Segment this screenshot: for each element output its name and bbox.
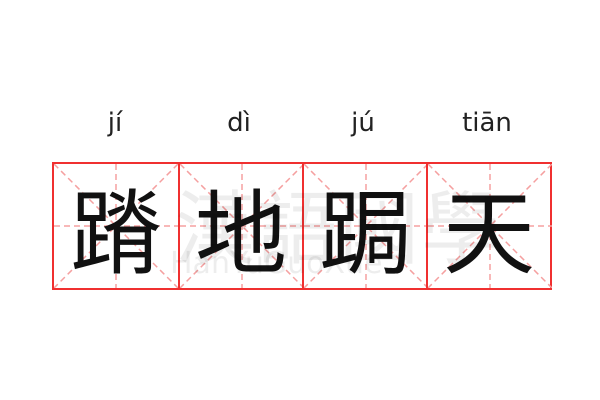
pinyin-3: jú [351,108,375,138]
character-cell: 蹐 [54,164,178,288]
pinyin-4: tiān [462,108,512,138]
character: 跼 [318,180,411,288]
character: 天 [442,180,535,288]
character-cell: 天 [426,164,552,288]
character: 蹐 [69,180,162,288]
character-cell: 地 [178,164,304,288]
guide-lines [54,164,178,288]
character: 地 [194,180,287,288]
guide-lines [180,164,304,288]
pinyin-2: dì [227,108,251,138]
character-grid: 蹐 地 跼 天 [52,162,552,290]
guide-lines [428,164,552,288]
character-cell: 跼 [302,164,428,288]
pinyin-1: jí [107,108,123,138]
guide-lines [304,164,428,288]
